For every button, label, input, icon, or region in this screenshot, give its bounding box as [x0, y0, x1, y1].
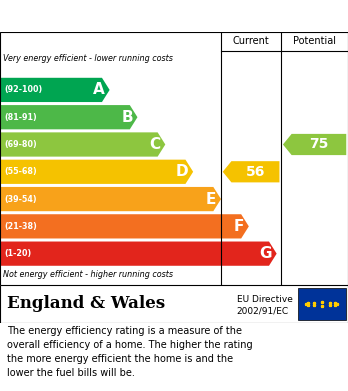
Polygon shape	[0, 242, 277, 266]
Text: Energy Efficiency Rating: Energy Efficiency Rating	[7, 7, 237, 25]
Polygon shape	[283, 134, 346, 155]
Text: F: F	[234, 219, 244, 234]
Polygon shape	[0, 187, 221, 211]
Polygon shape	[0, 160, 193, 184]
Text: E: E	[206, 192, 216, 206]
Text: The energy efficiency rating is a measure of the
overall efficiency of a home. T: The energy efficiency rating is a measur…	[7, 326, 253, 378]
Text: Potential: Potential	[293, 36, 336, 47]
Text: 75: 75	[309, 138, 329, 151]
Text: (39-54): (39-54)	[4, 195, 37, 204]
Text: Current: Current	[233, 36, 269, 47]
Text: Not energy efficient - higher running costs: Not energy efficient - higher running co…	[3, 270, 174, 279]
Polygon shape	[0, 133, 165, 157]
Text: C: C	[150, 137, 161, 152]
Text: G: G	[260, 246, 272, 261]
Polygon shape	[223, 161, 279, 182]
Polygon shape	[0, 105, 137, 129]
Text: B: B	[121, 110, 133, 125]
Text: (21-38): (21-38)	[4, 222, 37, 231]
Text: 56: 56	[246, 165, 265, 179]
Text: (55-68): (55-68)	[4, 167, 37, 176]
Text: (81-91): (81-91)	[4, 113, 37, 122]
Text: (69-80): (69-80)	[4, 140, 37, 149]
Polygon shape	[0, 78, 110, 102]
Text: 2002/91/EC: 2002/91/EC	[237, 306, 289, 315]
Polygon shape	[0, 214, 249, 239]
Text: (1-20): (1-20)	[4, 249, 31, 258]
Text: (92-100): (92-100)	[4, 85, 42, 94]
Text: England & Wales: England & Wales	[7, 296, 165, 312]
Text: A: A	[93, 83, 105, 97]
Text: EU Directive: EU Directive	[237, 295, 293, 304]
Bar	[298, 288, 346, 320]
Text: Very energy efficient - lower running costs: Very energy efficient - lower running co…	[3, 54, 173, 63]
Text: D: D	[176, 164, 189, 179]
